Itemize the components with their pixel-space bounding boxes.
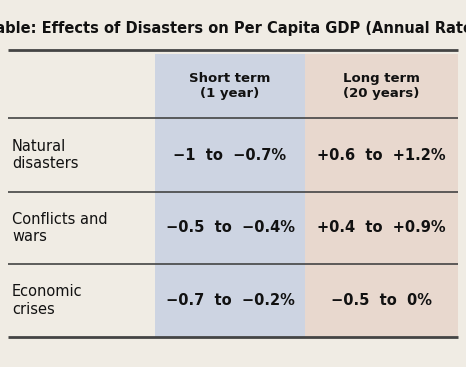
- Text: −1  to  −0.7%: −1 to −0.7%: [173, 148, 287, 163]
- Text: Table: Effects of Disasters on Per Capita GDP (Annual Rate): Table: Effects of Disasters on Per Capit…: [0, 22, 466, 36]
- Text: +0.4  to  +0.9%: +0.4 to +0.9%: [317, 221, 446, 236]
- Text: −0.7  to  −0.2%: −0.7 to −0.2%: [165, 293, 295, 308]
- Text: Natural
disasters: Natural disasters: [12, 139, 78, 171]
- Text: Long term
(20 years): Long term (20 years): [343, 72, 420, 100]
- Bar: [155, 54, 305, 337]
- Text: Conflicts and
wars: Conflicts and wars: [12, 212, 108, 244]
- Text: +0.6  to  +1.2%: +0.6 to +1.2%: [317, 148, 446, 163]
- Text: −0.5  to  −0.4%: −0.5 to −0.4%: [165, 221, 295, 236]
- Text: Economic
crises: Economic crises: [12, 284, 82, 317]
- Text: −0.5  to  0%: −0.5 to 0%: [331, 293, 432, 308]
- Text: Short term
(1 year): Short term (1 year): [189, 72, 271, 100]
- Bar: [305, 54, 458, 337]
